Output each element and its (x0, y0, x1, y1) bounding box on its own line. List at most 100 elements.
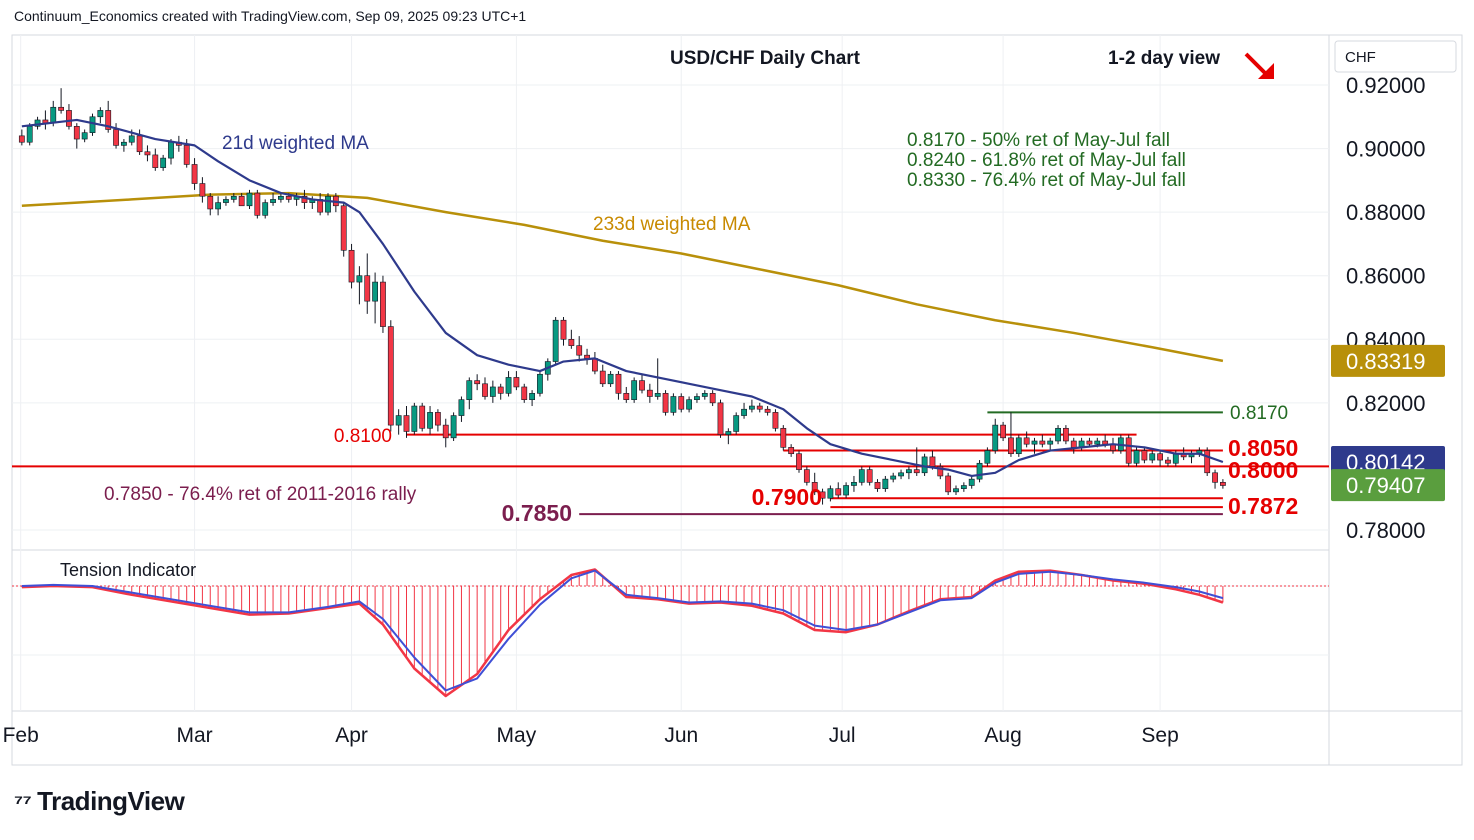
candle-body (364, 275, 371, 302)
candle-body (623, 393, 630, 400)
x-tick-label: Mar (176, 724, 212, 747)
candle-body (380, 281, 386, 327)
candle-body (937, 466, 944, 477)
candle-body (58, 106, 64, 111)
candle-body (827, 488, 834, 499)
candle-body (1220, 482, 1226, 486)
chart-title: USD/CHF Daily Chart (670, 48, 861, 69)
candle-body (1094, 440, 1101, 445)
candle-body (560, 319, 567, 340)
y-tick-label: 0.82000 (1346, 391, 1426, 416)
candle-body (953, 488, 959, 493)
arrow-down-right-icon (1244, 52, 1274, 79)
candle-body (945, 475, 952, 493)
candle-body (1212, 472, 1218, 483)
candle-body (984, 450, 991, 464)
y-tick-label: 0.86000 (1346, 264, 1426, 289)
candle-body (50, 106, 57, 124)
candle-body (340, 205, 347, 251)
candle-body (1070, 440, 1077, 448)
x-tick-label: Apr (335, 724, 368, 747)
candle-body (976, 462, 983, 480)
level-label-7872: 0.7872 (1228, 493, 1298, 519)
candle-body (160, 157, 167, 168)
x-tick-label: Aug (984, 724, 1021, 747)
level-label-8000: 0.8000 (1228, 457, 1298, 483)
candle-body (325, 195, 331, 213)
x-tick-label: Jul (829, 724, 856, 747)
candle-body (356, 275, 363, 283)
ma21-series (21, 118, 1224, 478)
candle-body (843, 485, 849, 496)
candle-body (694, 396, 700, 400)
candle-body (89, 116, 96, 133)
candle-body (631, 380, 638, 400)
candle-body (207, 195, 214, 210)
candle-body (1149, 453, 1156, 461)
candle-body (113, 129, 119, 146)
candle-body (482, 383, 488, 397)
price-label-text: 0.79407 (1346, 473, 1426, 498)
tension-fast-line (21, 568, 1224, 698)
candle-body (168, 141, 174, 159)
candle-body (215, 202, 221, 210)
candle-body (183, 145, 190, 165)
candle-body (1141, 450, 1148, 461)
candle-body (764, 408, 771, 413)
candle-body (796, 453, 802, 470)
price-label-bg (1331, 469, 1445, 502)
candle-body (1008, 437, 1014, 455)
ma21-label: 21d weighted MA (222, 133, 369, 154)
ma21-line (21, 118, 1224, 478)
candle-body (411, 405, 418, 432)
candle-body (615, 373, 622, 394)
level-label-8050: 0.8050 (1228, 435, 1298, 461)
candle-body (882, 478, 889, 489)
candle-body (529, 393, 535, 400)
candle-body (152, 154, 159, 168)
candle-body (262, 202, 269, 216)
ma233-label: 233d weighted MA (593, 214, 751, 235)
candle-body (599, 370, 606, 385)
y-tick-label: 0.78000 (1346, 518, 1426, 543)
horizontal-levels (12, 411, 1329, 516)
candle-body (1039, 440, 1046, 445)
ma233-series (21, 191, 1224, 363)
chart-frame (11, 34, 1463, 766)
candle-body (968, 478, 975, 486)
candle-body (1000, 424, 1006, 439)
tradingview-logo: ⁷⁷ TradingView (14, 786, 185, 817)
candle-body (709, 393, 716, 404)
candle-body (466, 380, 473, 400)
candle-body (819, 491, 826, 499)
candle-body (748, 405, 755, 410)
candle-body (136, 135, 143, 153)
candle-body (670, 396, 677, 413)
candle-body (1031, 440, 1038, 445)
candle-body (733, 415, 740, 432)
candle-body (662, 393, 669, 413)
tension-slow-line (21, 569, 1224, 692)
x-tick-label: Sep (1141, 724, 1178, 747)
candle-body (121, 141, 127, 146)
candle-body (238, 195, 245, 207)
candle-body (639, 380, 645, 391)
level-label-7900: 0.7900 (752, 484, 822, 510)
y-tick-label: 0.92000 (1346, 73, 1426, 98)
candle-body (513, 377, 520, 388)
candle-body (458, 399, 465, 416)
y-tick-label: 0.90000 (1346, 137, 1426, 162)
candle-body (105, 110, 112, 130)
candle-body (890, 475, 897, 480)
candle-body (505, 377, 512, 394)
price-label-bg (1331, 344, 1445, 377)
candle-body (1125, 437, 1132, 464)
candle-body (1047, 440, 1054, 445)
candle-body (607, 373, 614, 385)
price-label-text: 0.83319 (1346, 349, 1426, 374)
candle-body (1204, 450, 1211, 474)
candle-body (921, 456, 928, 474)
candle-body (929, 456, 936, 467)
candle-body (717, 402, 724, 435)
